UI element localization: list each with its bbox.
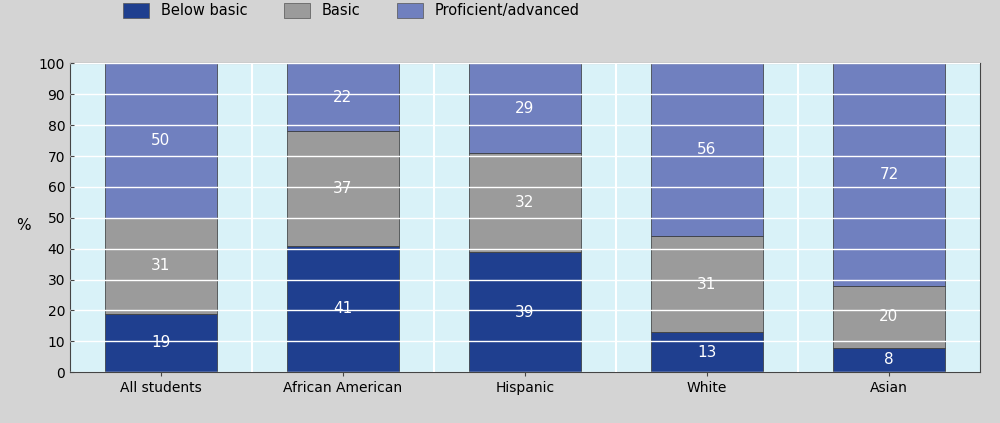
Bar (105, 63, 217, 218)
Bar (105, 218, 217, 313)
Bar (287, 246, 399, 372)
Text: 72: 72 (879, 167, 899, 182)
Bar (833, 348, 945, 372)
Text: 39: 39 (515, 305, 535, 319)
Y-axis label: %: % (16, 218, 30, 233)
Bar (105, 313, 217, 372)
Bar (469, 252, 581, 372)
Text: 37: 37 (333, 181, 353, 196)
Bar (469, 153, 581, 252)
Text: 56: 56 (697, 143, 717, 157)
Bar (651, 332, 763, 372)
Text: 31: 31 (151, 258, 171, 273)
Bar (287, 132, 399, 246)
Bar (833, 63, 945, 286)
Text: 29: 29 (515, 101, 535, 116)
Text: 32: 32 (515, 195, 535, 210)
Bar (70, 63, 252, 372)
Bar (798, 63, 980, 372)
Bar (651, 236, 763, 332)
Text: 31: 31 (697, 277, 717, 292)
Bar (469, 63, 581, 153)
Bar (616, 63, 798, 372)
Bar (252, 63, 434, 372)
Text: 41: 41 (333, 302, 353, 316)
Bar (434, 63, 616, 372)
Legend: Below basic, Basic, Proficient/advanced: Below basic, Basic, Proficient/advanced (116, 0, 587, 25)
Text: 22: 22 (333, 90, 353, 105)
Text: 50: 50 (151, 133, 171, 148)
Text: 13: 13 (697, 345, 717, 360)
Bar (651, 63, 763, 236)
Text: 8: 8 (884, 352, 894, 368)
Text: 20: 20 (879, 309, 899, 324)
Text: 19: 19 (151, 335, 171, 350)
Bar (833, 286, 945, 348)
Bar (287, 63, 399, 132)
